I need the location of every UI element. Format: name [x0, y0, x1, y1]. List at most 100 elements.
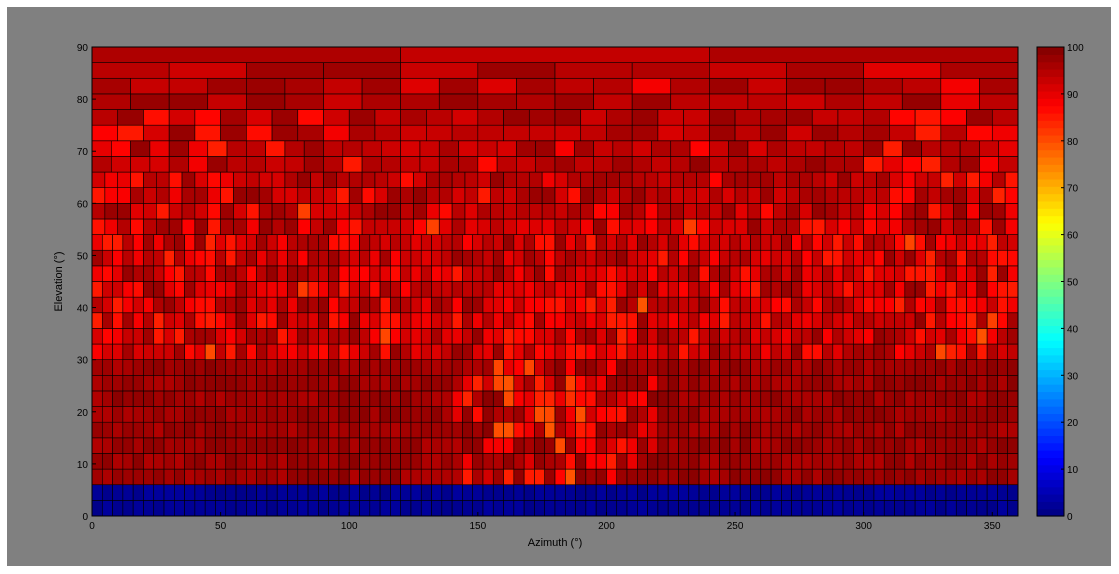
heatmap-cell — [689, 140, 710, 157]
heatmap-cell — [477, 124, 504, 142]
heatmap-cell — [760, 312, 772, 329]
heatmap-cell — [647, 500, 659, 517]
heatmap-cell — [709, 93, 749, 110]
heatmap-cell — [883, 421, 895, 439]
heatmap-cell — [246, 453, 257, 470]
heatmap-cell — [750, 296, 762, 314]
heatmap-cell — [876, 171, 890, 188]
heatmap-cell — [361, 187, 376, 204]
heatmap-cell — [986, 249, 998, 267]
heatmap-cell — [153, 265, 165, 282]
heatmap-cell — [462, 281, 473, 298]
heatmap-cell — [966, 359, 978, 376]
heatmap-cell — [832, 328, 844, 345]
heatmap-cell — [246, 77, 286, 95]
heatmap-cell — [413, 203, 427, 220]
heatmap-cell — [554, 406, 566, 423]
heatmap-cell — [149, 156, 170, 173]
heatmap-cell — [876, 203, 890, 220]
heatmap-cell — [235, 468, 247, 486]
heatmap-cell — [889, 218, 903, 235]
heatmap-cell — [104, 171, 119, 188]
heatmap-cell — [310, 171, 324, 188]
heatmap-cell — [575, 390, 587, 407]
heatmap-cell — [235, 437, 247, 454]
heatmap-cell — [112, 359, 124, 376]
heatmap-cell — [554, 140, 575, 157]
heatmap-cell — [91, 93, 131, 110]
heatmap-cell — [554, 281, 566, 298]
heatmap-cell — [873, 421, 885, 439]
heatmap-cell — [564, 453, 576, 470]
heatmap-cell — [670, 187, 684, 204]
heatmap-cell — [935, 406, 947, 423]
heatmap-cell — [451, 374, 463, 392]
heatmap-cell — [863, 156, 884, 173]
heatmap-cell — [235, 390, 247, 407]
heatmap-cell — [824, 93, 864, 110]
heatmap-cell — [904, 281, 916, 298]
heatmap-cell — [612, 156, 633, 173]
heatmap-cell — [207, 203, 221, 220]
heatmap-cell — [678, 390, 690, 407]
heatmap-cell — [760, 187, 774, 204]
heatmap-cell — [91, 343, 103, 360]
heatmap-cell — [438, 93, 479, 110]
heatmap-cell — [688, 265, 700, 282]
heatmap-cell — [297, 124, 324, 142]
heatmap-cell — [516, 171, 530, 188]
heatmap-cell — [246, 468, 257, 486]
heatmap-cell — [174, 437, 185, 454]
heatmap-cell — [266, 359, 278, 376]
heatmap-cell — [760, 421, 772, 439]
heatmap-cell — [503, 296, 515, 314]
heatmap-cell — [914, 249, 926, 267]
heatmap-cell — [750, 468, 762, 486]
heatmap-cell — [966, 171, 980, 188]
heatmap-cell — [410, 249, 422, 267]
heatmap-cell — [801, 421, 813, 439]
heatmap-cell — [130, 140, 151, 157]
heatmap-cell — [955, 406, 967, 423]
heatmap-cell — [824, 77, 864, 95]
heatmap-cell — [914, 234, 926, 251]
heatmap-cell — [945, 296, 957, 314]
heatmap-cell — [651, 140, 672, 157]
heatmap-cell — [770, 249, 782, 267]
heatmap-cell — [194, 249, 206, 267]
heatmap-cell — [940, 77, 980, 95]
heatmap-cell — [225, 453, 237, 470]
heatmap-cell — [379, 421, 391, 439]
heatmap-cell — [904, 406, 916, 423]
heatmap-cell — [842, 296, 854, 314]
heatmap-cell — [122, 421, 134, 439]
heatmap-cell — [451, 218, 466, 235]
heatmap-cell — [477, 156, 498, 173]
heatmap-cell — [955, 453, 967, 470]
heatmap-cell — [822, 437, 834, 454]
heatmap-cell — [729, 453, 741, 470]
heatmap-cell — [606, 234, 618, 251]
heatmap-cell — [271, 187, 286, 204]
heatmap-cell — [801, 234, 813, 251]
heatmap-cell — [801, 265, 813, 282]
colorbar-segment — [1037, 391, 1064, 400]
heatmap-cell — [606, 312, 618, 329]
heatmap-cell — [297, 328, 309, 345]
heatmap-cell — [276, 390, 288, 407]
heatmap-cell — [122, 296, 134, 314]
heatmap-cell — [670, 171, 684, 188]
heatmap-cell — [482, 484, 494, 501]
heatmap-cell — [101, 374, 113, 392]
heatmap-cell — [464, 187, 479, 204]
heatmap-cell — [739, 328, 751, 345]
heatmap-cell — [369, 406, 381, 423]
heatmap-cell — [781, 312, 792, 329]
colorbar-segment — [1037, 384, 1064, 393]
heatmap-cell — [338, 374, 350, 392]
heatmap-cell — [719, 281, 731, 298]
heatmap-cell — [462, 343, 473, 360]
heatmap-cell — [513, 390, 525, 407]
heatmap-cell — [451, 500, 463, 517]
heatmap-cell — [667, 484, 679, 501]
